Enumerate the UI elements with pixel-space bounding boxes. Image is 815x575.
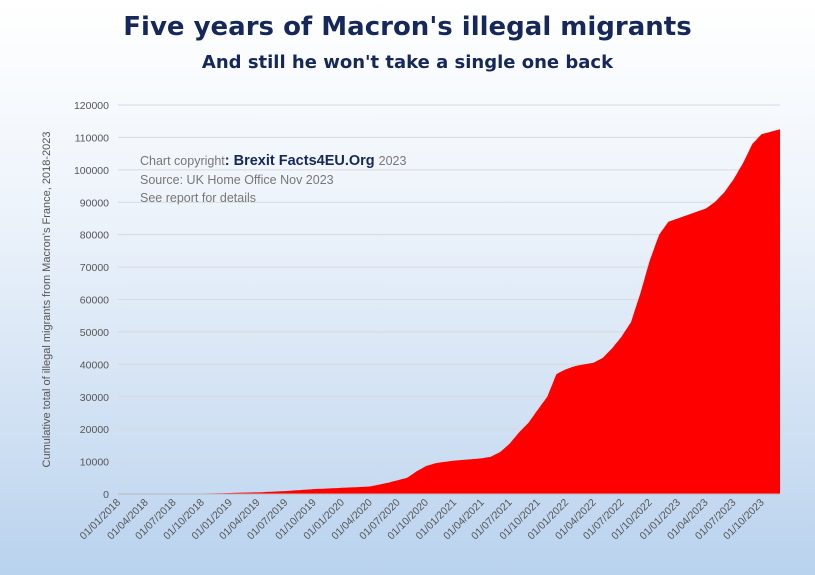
chart-subtitle: And still he won't take a single one bac… <box>201 52 614 73</box>
y-tick-label: 90000 <box>80 197 109 209</box>
y-tick-labels: 0 10000 20000 30000 40000 50000 60000 70000 8000… <box>74 100 109 501</box>
brand-name: : Brexit Facts4EU.Org <box>225 153 375 169</box>
y-tick-label: 0 <box>103 489 109 501</box>
y-tick-label: 10000 <box>80 457 109 469</box>
y-axis-label: Cumulative total of illegal migrants fro… <box>41 132 53 468</box>
y-tick-label: 40000 <box>80 359 109 371</box>
copyright-year: 2023 <box>379 154 407 168</box>
report-note: See report for details <box>140 191 256 205</box>
y-tick-label: 80000 <box>80 230 109 242</box>
y-tick-label: 60000 <box>80 295 109 307</box>
cumulative-area <box>118 129 780 495</box>
y-tick-label: 70000 <box>80 262 109 274</box>
chart-title: Five years of Macron's illegal migrants <box>123 12 692 42</box>
y-tick-label: 110000 <box>75 132 109 144</box>
copyright-annotation: Chart copyright: Brexit Facts4EU.Org 2023 <box>140 153 407 169</box>
y-tick-label: 20000 <box>80 424 109 436</box>
source-annotation: Source: UK Home Office Nov 2023 <box>140 173 334 187</box>
y-tick-label: 30000 <box>80 392 109 404</box>
y-tick-label: 100000 <box>74 165 109 177</box>
copyright-prefix: Chart copyright <box>140 154 225 168</box>
y-tick-label: 50000 <box>80 327 109 339</box>
y-tick-label: 120000 <box>74 100 109 112</box>
x-tick-labels: 01/01/201801/04/201801/07/201801/10/2018… <box>77 497 766 543</box>
